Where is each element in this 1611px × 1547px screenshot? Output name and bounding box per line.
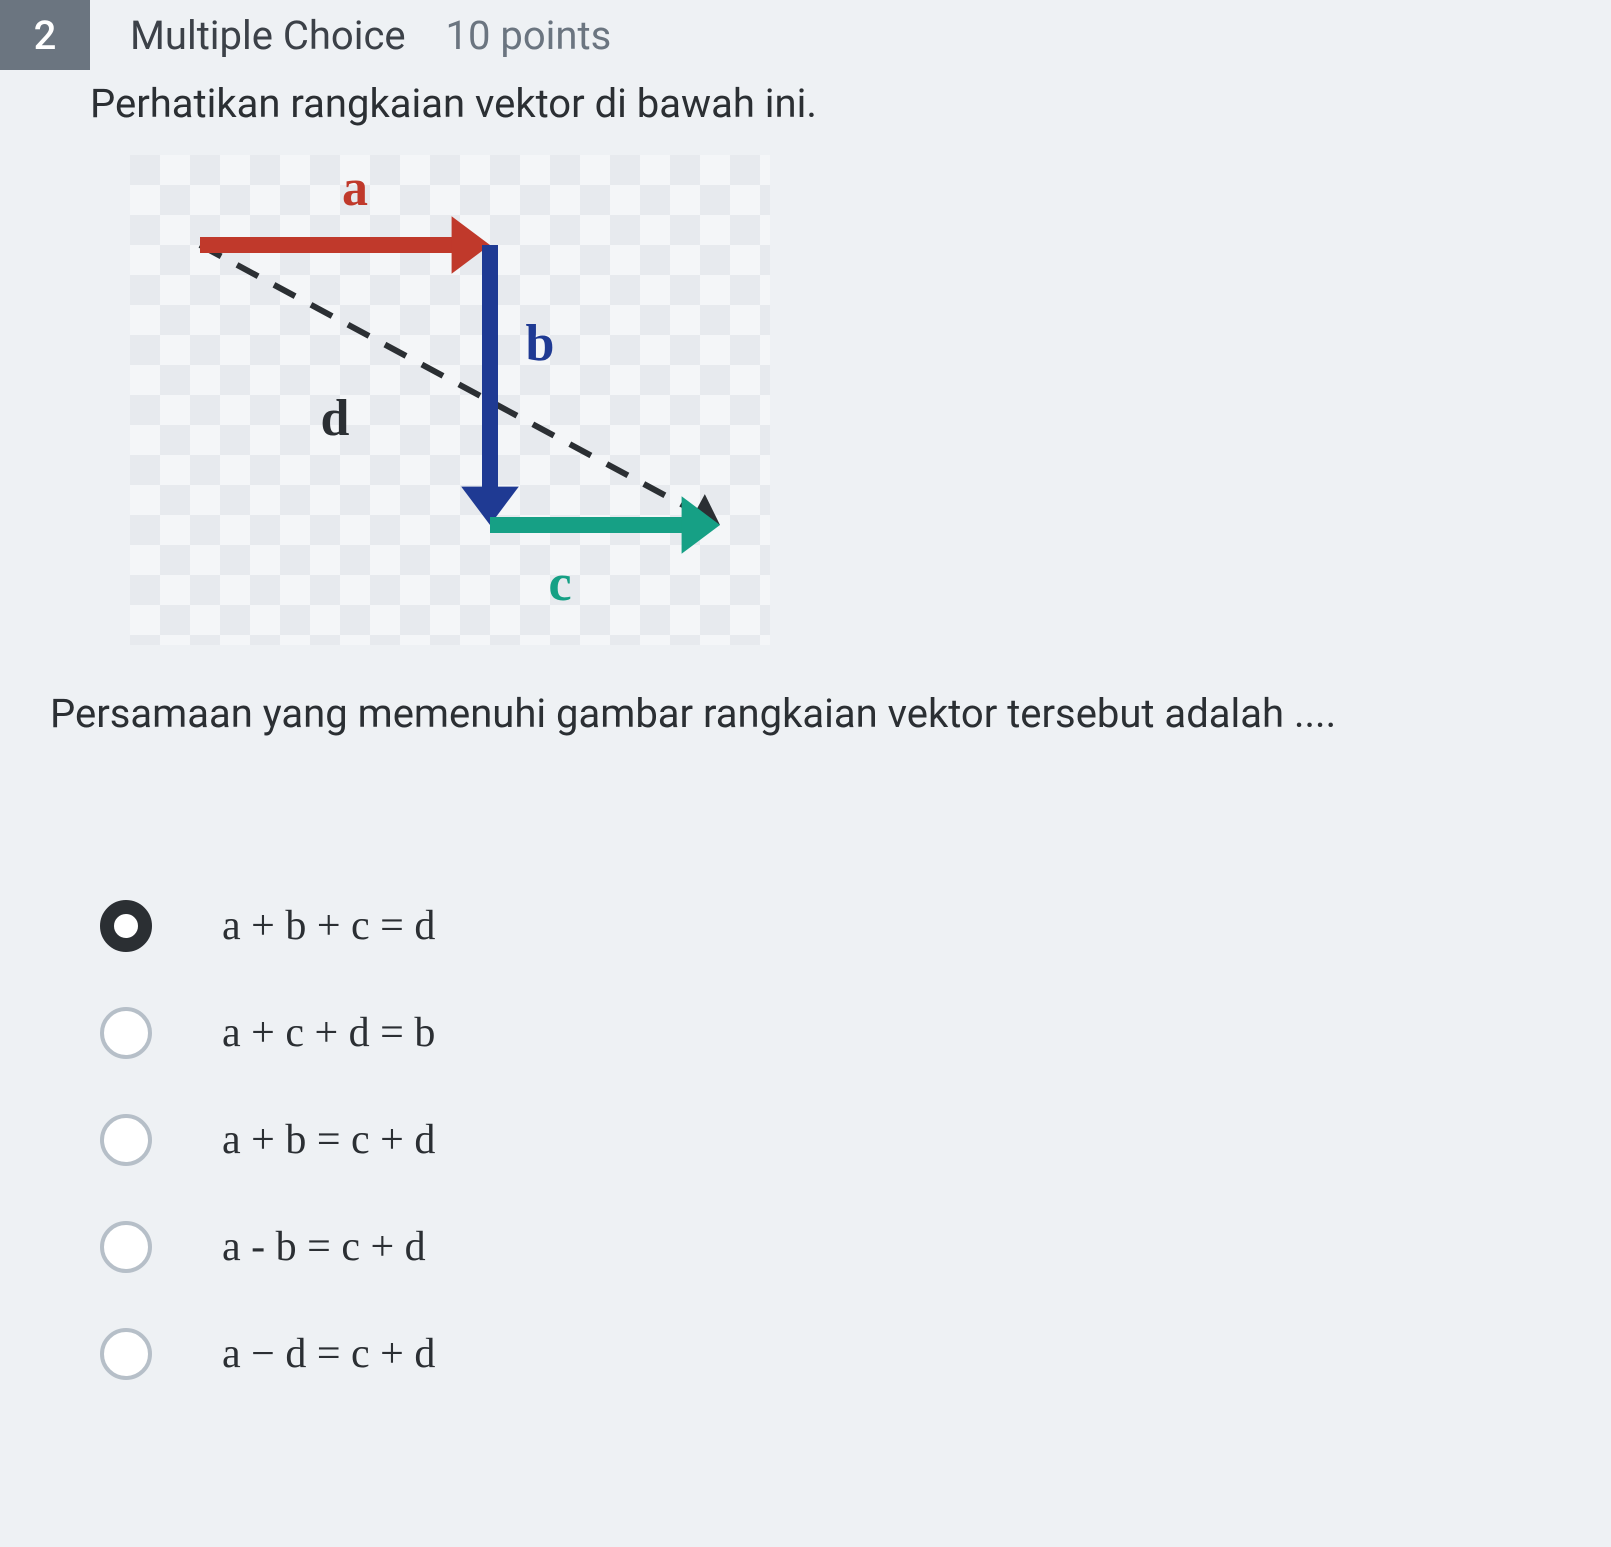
question-number-badge: 2 <box>0 0 90 70</box>
option-label: a + c + d = b <box>222 1009 435 1057</box>
option-row[interactable]: a + b = c + d <box>100 1114 435 1166</box>
vector-diagram-svg: a b c d <box>130 155 770 645</box>
option-radio[interactable] <box>100 1114 152 1166</box>
question-number: 2 <box>34 12 57 59</box>
option-label: a - b = c + d <box>222 1223 426 1271</box>
question-page: 2 Multiple Choice 10 points Perhatikan r… <box>0 0 1611 1547</box>
question-stem: Perhatikan rangkaian vektor di bawah ini… <box>90 80 1571 127</box>
option-radio[interactable] <box>100 900 152 952</box>
option-radio[interactable] <box>100 1221 152 1273</box>
option-label: a + b = c + d <box>222 1116 435 1164</box>
question-prompt-after-figure: Persamaan yang memenuhi gambar rangkaian… <box>50 690 1591 737</box>
option-row[interactable]: a + b + c = d <box>100 900 435 952</box>
option-label: a + b + c = d <box>222 902 435 950</box>
option-row[interactable]: a - b = c + d <box>100 1221 435 1273</box>
option-radio[interactable] <box>100 1007 152 1059</box>
option-label: a − d = c + d <box>222 1330 435 1378</box>
svg-text:c: c <box>548 555 571 612</box>
option-row[interactable]: a + c + d = b <box>100 1007 435 1059</box>
option-row[interactable]: a − d = c + d <box>100 1328 435 1380</box>
question-points-label: 10 points <box>446 12 612 59</box>
question-type-label: Multiple Choice <box>130 12 406 59</box>
svg-text:d: d <box>321 390 350 447</box>
options-group: a + b + c = d a + c + d = b a + b = c + d a… <box>100 900 435 1435</box>
svg-text:a: a <box>342 160 368 217</box>
svg-text:b: b <box>526 315 555 372</box>
option-radio[interactable] <box>100 1328 152 1380</box>
vector-figure: a b c d <box>130 155 770 645</box>
question-header: Multiple Choice 10 points <box>130 12 611 59</box>
